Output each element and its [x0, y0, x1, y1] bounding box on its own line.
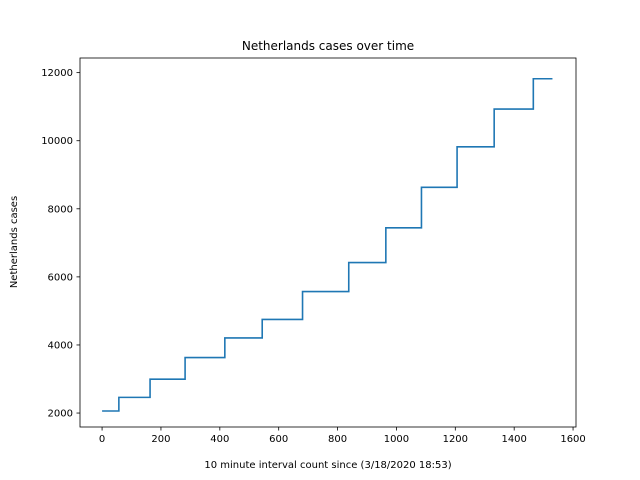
series-layer — [102, 77, 553, 412]
x-tick-label: 1200 — [443, 434, 468, 445]
y-tick-label: 2000 — [48, 409, 73, 420]
y-tick-label: 10000 — [41, 136, 73, 147]
y-tick-label: 6000 — [48, 272, 73, 283]
y-tick-label: 12000 — [41, 68, 73, 79]
plot-frame — [79, 57, 577, 428]
x-tick-label: 800 — [328, 434, 347, 445]
x-tick-label: 1000 — [384, 434, 409, 445]
y-tick-label: 4000 — [48, 340, 73, 351]
series-line-0 — [102, 77, 553, 412]
chart-title: Netherlands cases over time — [242, 39, 414, 53]
x-tick-label: 1400 — [501, 434, 526, 445]
y-tick-label: 8000 — [48, 204, 73, 215]
y-axis: 2000 4000 6000 8000 10000 12000 — [41, 68, 80, 420]
x-tick-label: 1600 — [560, 434, 585, 445]
x-tick-label: 200 — [151, 434, 170, 445]
y-axis-label: Netherlands cases — [9, 196, 20, 288]
x-tick-label: 600 — [269, 434, 288, 445]
x-axis-label: 10 minute interval count since (3/18/202… — [204, 460, 451, 471]
x-tick-label: 0 — [99, 434, 105, 445]
x-tick-label: 400 — [210, 434, 229, 445]
x-axis: 0 200 400 600 800 1000 1200 1400 1600 — [99, 427, 586, 445]
